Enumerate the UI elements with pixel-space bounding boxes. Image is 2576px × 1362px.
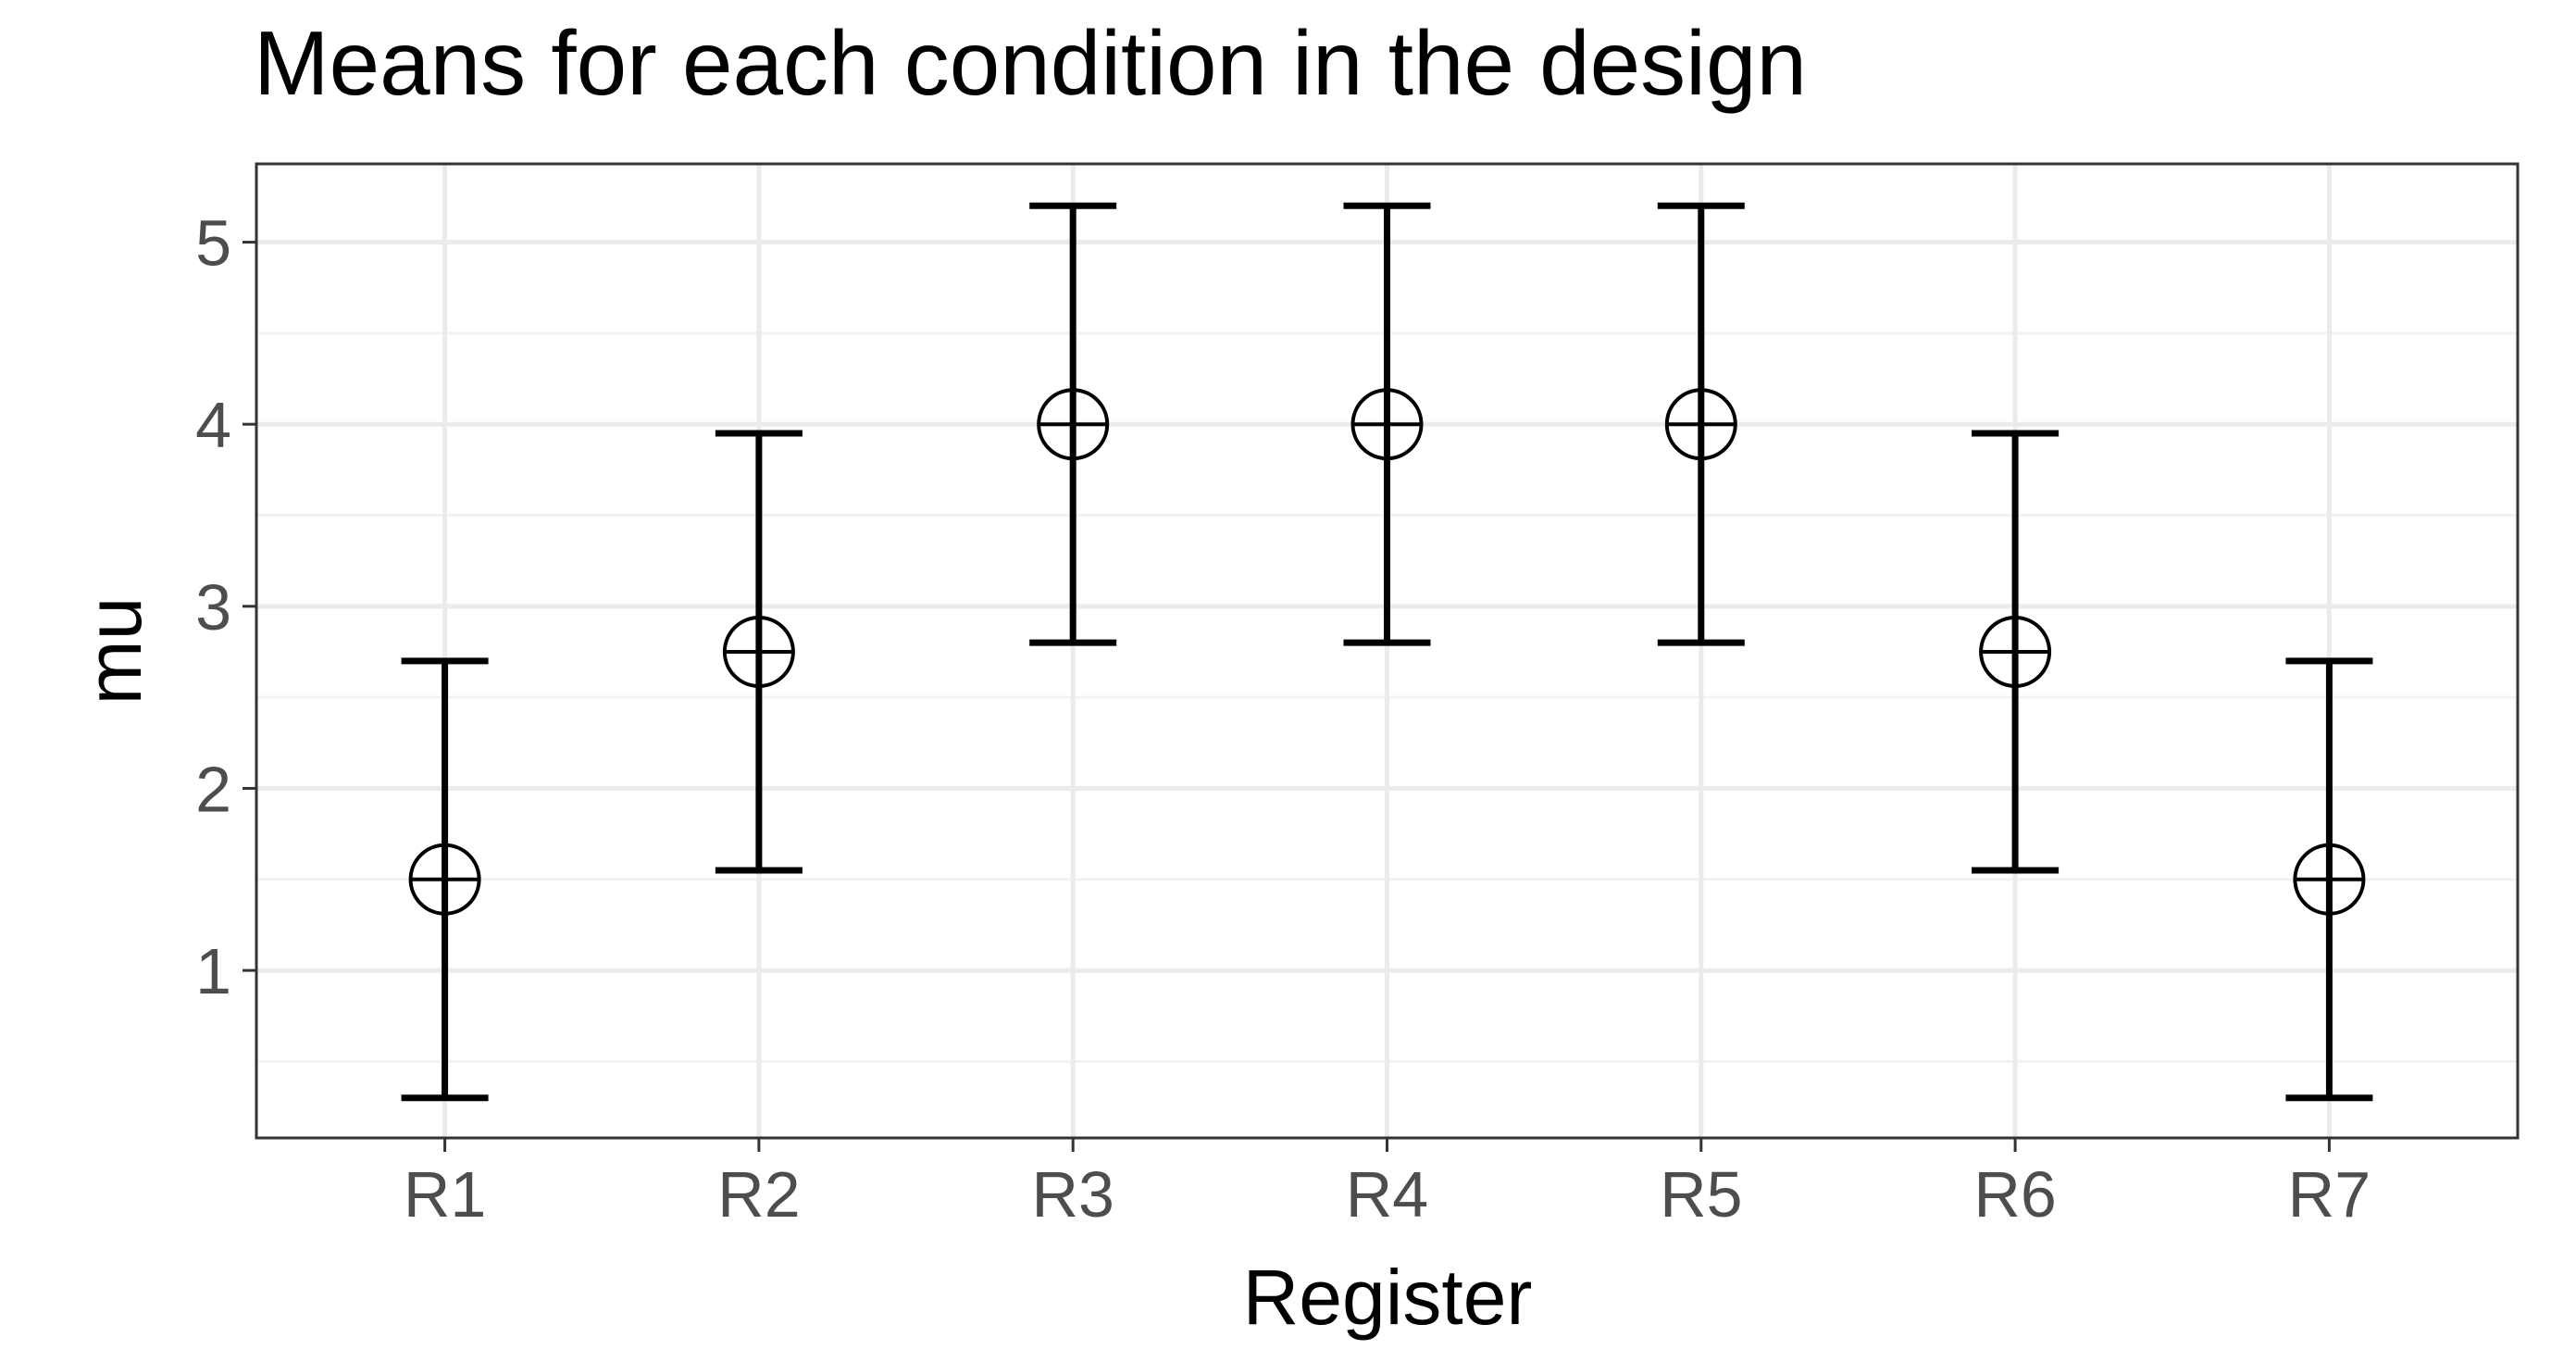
data-point-group-r3: [1029, 202, 1117, 646]
data-point-group-r6: [1972, 430, 2060, 874]
y-tick-label: 1: [195, 935, 231, 1007]
x-tick-label: R6: [1973, 1158, 2056, 1231]
x-tick-label: R2: [717, 1158, 800, 1231]
y-tick-label: 5: [195, 207, 231, 280]
x-tick-label: R4: [1346, 1158, 1428, 1231]
data-point-group-r5: [1657, 202, 1745, 646]
y-tick-label: 4: [195, 389, 231, 461]
x-tick-label: R7: [2288, 1158, 2371, 1231]
x-axis-title: Register: [1243, 1254, 1533, 1341]
data-point-group-r7: [2285, 657, 2373, 1102]
data-point-group-r2: [715, 430, 803, 874]
data-marks: [401, 202, 2373, 1102]
chart-title: Means for each condition in the design: [254, 12, 1807, 114]
x-tick-label: R5: [1660, 1158, 1742, 1231]
data-point-group-r4: [1343, 202, 1431, 646]
y-tick-label: 3: [195, 571, 231, 644]
y-axis-title: mu: [70, 597, 157, 706]
x-tick-label: R1: [404, 1158, 486, 1231]
y-tick-label: 2: [195, 753, 231, 825]
x-tick-label: R3: [1031, 1158, 1114, 1231]
data-point-group-r1: [401, 657, 489, 1102]
axes: 1 2 3 4 5 R1 R2 R3 R4 R5 R6 R7: [195, 207, 2371, 1231]
